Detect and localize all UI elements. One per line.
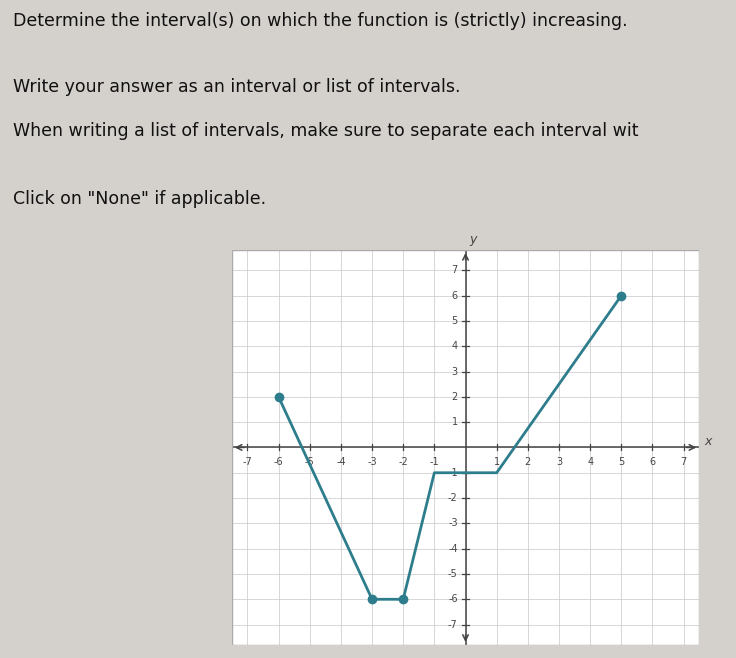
Text: -7: -7 [243, 457, 252, 467]
Text: -2: -2 [398, 457, 408, 467]
Text: 7: 7 [451, 265, 458, 275]
Text: -6: -6 [448, 594, 458, 604]
Text: 5: 5 [618, 457, 624, 467]
Text: 5: 5 [451, 316, 458, 326]
Text: 6: 6 [649, 457, 656, 467]
Text: y: y [470, 233, 477, 246]
Text: -5: -5 [448, 569, 458, 579]
Text: 1: 1 [494, 457, 500, 467]
Text: 3: 3 [452, 367, 458, 376]
Text: -7: -7 [448, 620, 458, 630]
Text: -1: -1 [448, 468, 458, 478]
Text: 6: 6 [452, 291, 458, 301]
Text: -4: -4 [336, 457, 346, 467]
Text: Click on "None" if applicable.: Click on "None" if applicable. [13, 190, 266, 208]
Text: 4: 4 [587, 457, 593, 467]
Text: -5: -5 [305, 457, 314, 467]
Text: Write your answer as an interval or list of intervals.: Write your answer as an interval or list… [13, 78, 461, 96]
Text: 2: 2 [451, 392, 458, 402]
Text: 4: 4 [452, 342, 458, 351]
Text: Determine the interval(s) on which the function is (strictly) increasing.: Determine the interval(s) on which the f… [13, 12, 628, 30]
Text: When writing a list of intervals, make sure to separate each interval wit: When writing a list of intervals, make s… [13, 122, 639, 139]
Bar [232, 250, 699, 645]
Text: -1: -1 [430, 457, 439, 467]
Text: -4: -4 [448, 544, 458, 553]
Text: 7: 7 [681, 457, 687, 467]
Text: 1: 1 [452, 417, 458, 427]
Text: 3: 3 [556, 457, 562, 467]
Text: -2: -2 [448, 493, 458, 503]
Text: 2: 2 [525, 457, 531, 467]
Text: -3: -3 [448, 519, 458, 528]
Text: -6: -6 [274, 457, 283, 467]
Text: x: x [704, 435, 711, 447]
Text: -3: -3 [367, 457, 377, 467]
